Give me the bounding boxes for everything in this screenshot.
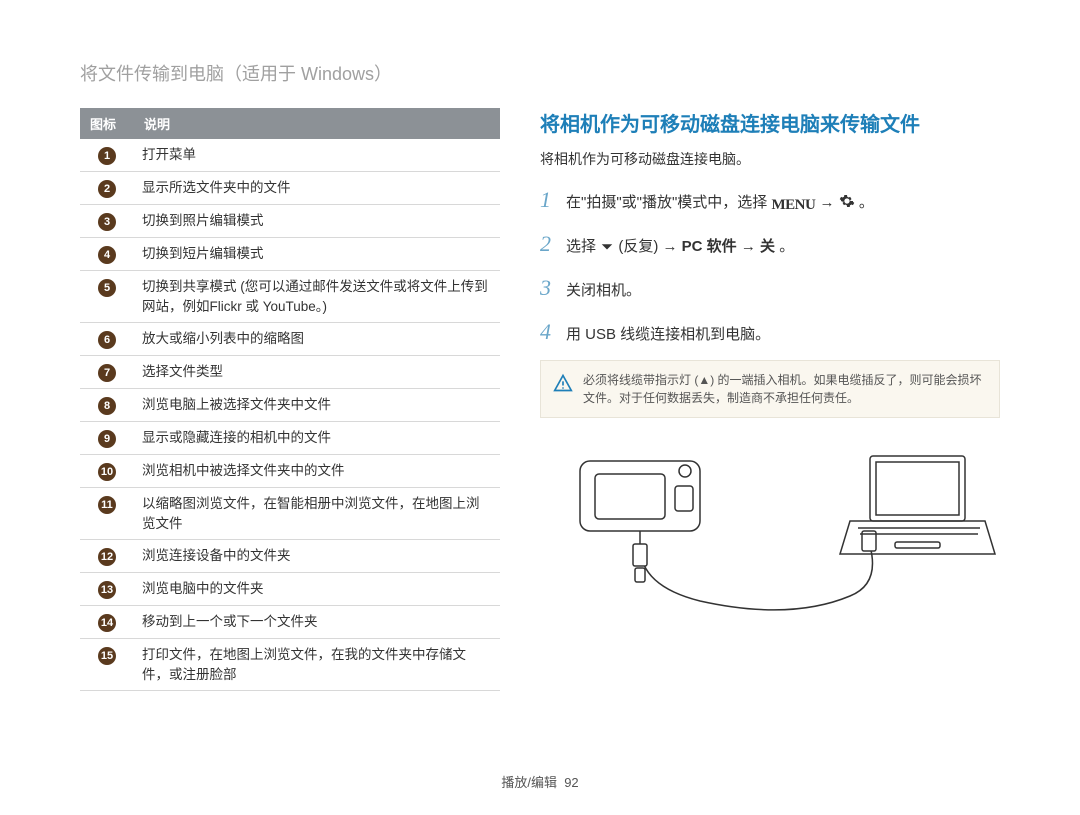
number-badge: 2 [98,180,116,198]
step-bold2: 关 [760,238,775,255]
row-icon-cell: 12 [80,540,134,573]
table-row: 10 浏览相机中被选择文件夹中的文件 [80,455,500,488]
warning-icon [553,373,573,401]
warning-box: 必须将线缆带指示灯 (▲) 的一端插入相机。如果电缆插反了，则可能会损坏文件。对… [540,360,1000,418]
number-badge: 11 [98,496,116,514]
step-1: 1 在"拍摄"或"播放"模式中，选择 MENU → 。 [540,183,1000,217]
table-row: 13 浏览电脑中的文件夹 [80,573,500,606]
step-number: 4 [540,315,566,349]
gear-icon [839,193,855,216]
row-desc-cell: 浏览电脑上被选择文件夹中文件 [134,389,500,422]
number-badge: 7 [98,364,116,382]
number-badge: 12 [98,548,116,566]
table-row: 8 浏览电脑上被选择文件夹中文件 [80,389,500,422]
arrow: → [819,194,838,211]
row-icon-cell: 7 [80,356,134,389]
row-icon-cell: 4 [80,238,134,271]
footer-page: 92 [564,775,578,790]
table-row: 5 切换到共享模式 (您可以通过邮件发送文件或将文件上传到网站，例如Flickr … [80,271,500,323]
table-row: 2 显示所选文件夹中的文件 [80,172,500,205]
row-icon-cell: 8 [80,389,134,422]
number-badge: 6 [98,331,116,349]
number-badge: 10 [98,463,116,481]
row-desc-cell: 切换到共享模式 (您可以通过邮件发送文件或将文件上传到网站，例如Flickr 或… [134,271,500,323]
table-row: 4 切换到短片编辑模式 [80,238,500,271]
page-title: 将文件传输到电脑（适用于 Windows） [80,60,1000,86]
row-desc-cell: 显示或隐藏连接的相机中的文件 [134,422,500,455]
menu-icon: MENU [771,194,815,217]
row-desc-cell: 浏览电脑中的文件夹 [134,573,500,606]
table-row: 11 以缩略图浏览文件，在智能相册中浏览文件，在地图上浏览文件 [80,488,500,540]
footer-label: 播放/编辑 [501,775,557,790]
icon-description-table: 图标 说明 1 打开菜单 2 显示所选文件夹中的文件 3 切换到照片编辑模式 4 切换到短片编… [80,108,500,691]
number-badge: 1 [98,147,116,165]
row-desc-cell: 打印文件，在地图上浏览文件，在我的文件夹中存储文件，或注册脸部 [134,639,500,691]
step-suffix: 。 [779,238,794,255]
number-badge: 4 [98,246,116,264]
table-row: 3 切换到照片编辑模式 [80,205,500,238]
step-number: 1 [540,183,566,217]
row-icon-cell: 10 [80,455,134,488]
row-icon-cell: 5 [80,271,134,323]
row-desc-cell: 选择文件类型 [134,356,500,389]
table-row: 12 浏览连接设备中的文件夹 [80,540,500,573]
section-subtext: 将相机作为可移动磁盘连接电脑。 [540,149,1000,169]
step-2: 2 选择 (反复) → PC 软件 → 关 。 [540,227,1000,261]
number-badge: 15 [98,647,116,665]
number-badge: 5 [98,279,116,297]
row-icon-cell: 2 [80,172,134,205]
row-icon-cell: 15 [80,639,134,691]
step-4: 4 用 USB 线缆连接相机到电脑。 [540,315,1000,349]
row-desc-cell: 浏览连接设备中的文件夹 [134,540,500,573]
row-desc-cell: 浏览相机中被选择文件夹中的文件 [134,455,500,488]
table-row: 9 显示或隐藏连接的相机中的文件 [80,422,500,455]
section-heading: 将相机作为可移动磁盘连接电脑来传输文件 [540,108,1000,137]
step-text: 关闭相机。 [566,279,641,302]
row-desc-cell: 放大或缩小列表中的缩略图 [134,323,500,356]
number-badge: 9 [98,430,116,448]
number-badge: 8 [98,397,116,415]
table-row: 15 打印文件，在地图上浏览文件，在我的文件夹中存储文件，或注册脸部 [80,639,500,691]
step-text: 用 USB 线缆连接相机到电脑。 [566,323,770,346]
row-icon-cell: 9 [80,422,134,455]
row-icon-cell: 1 [80,139,134,172]
table-row: 1 打开菜单 [80,139,500,172]
step-number: 2 [540,227,566,261]
row-desc-cell: 显示所选文件夹中的文件 [134,172,500,205]
page-footer: 播放/编辑 92 [0,772,1080,791]
row-desc-cell: 移动到上一个或下一个文件夹 [134,606,500,639]
row-icon-cell: 13 [80,573,134,606]
step-mid2: → [741,238,760,255]
step-text: 选择 [566,238,600,255]
th-icon: 图标 [80,108,134,139]
steps-list: 1 在"拍摄"或"播放"模式中，选择 MENU → 。 2 选择 [540,183,1000,350]
left-column: 图标 说明 1 打开菜单 2 显示所选文件夹中的文件 3 切换到照片编辑模式 4 切换到短片编… [80,108,500,691]
number-badge: 13 [98,581,116,599]
step-number: 3 [540,271,566,305]
content-columns: 图标 说明 1 打开菜单 2 显示所选文件夹中的文件 3 切换到照片编辑模式 4 切换到短片编… [80,108,1000,691]
right-column: 将相机作为可移动磁盘连接电脑来传输文件 将相机作为可移动磁盘连接电脑。 1 在"… [540,108,1000,691]
chevron-down-icon [600,237,614,260]
table-row: 7 选择文件类型 [80,356,500,389]
row-icon-cell: 14 [80,606,134,639]
th-desc: 说明 [134,108,500,139]
connection-diagram [540,436,1000,636]
row-icon-cell: 11 [80,488,134,540]
step-bold: PC 软件 [682,238,737,255]
row-desc-cell: 切换到短片编辑模式 [134,238,500,271]
row-desc-cell: 切换到照片编辑模式 [134,205,500,238]
number-badge: 14 [98,614,116,632]
step-3: 3 关闭相机。 [540,271,1000,305]
table-row: 14 移动到上一个或下一个文件夹 [80,606,500,639]
table-row: 6 放大或缩小列表中的缩略图 [80,323,500,356]
number-badge: 3 [98,213,116,231]
step-mid: (反复) → [618,238,681,255]
row-icon-cell: 6 [80,323,134,356]
row-desc-cell: 打开菜单 [134,139,500,172]
step-text: 在"拍摄"或"播放"模式中，选择 [566,194,771,211]
row-desc-cell: 以缩略图浏览文件，在智能相册中浏览文件，在地图上浏览文件 [134,488,500,540]
row-icon-cell: 3 [80,205,134,238]
warning-text: 必须将线缆带指示灯 (▲) 的一端插入相机。如果电缆插反了，则可能会损坏文件。对… [583,373,982,405]
step-suffix: 。 [859,194,874,211]
